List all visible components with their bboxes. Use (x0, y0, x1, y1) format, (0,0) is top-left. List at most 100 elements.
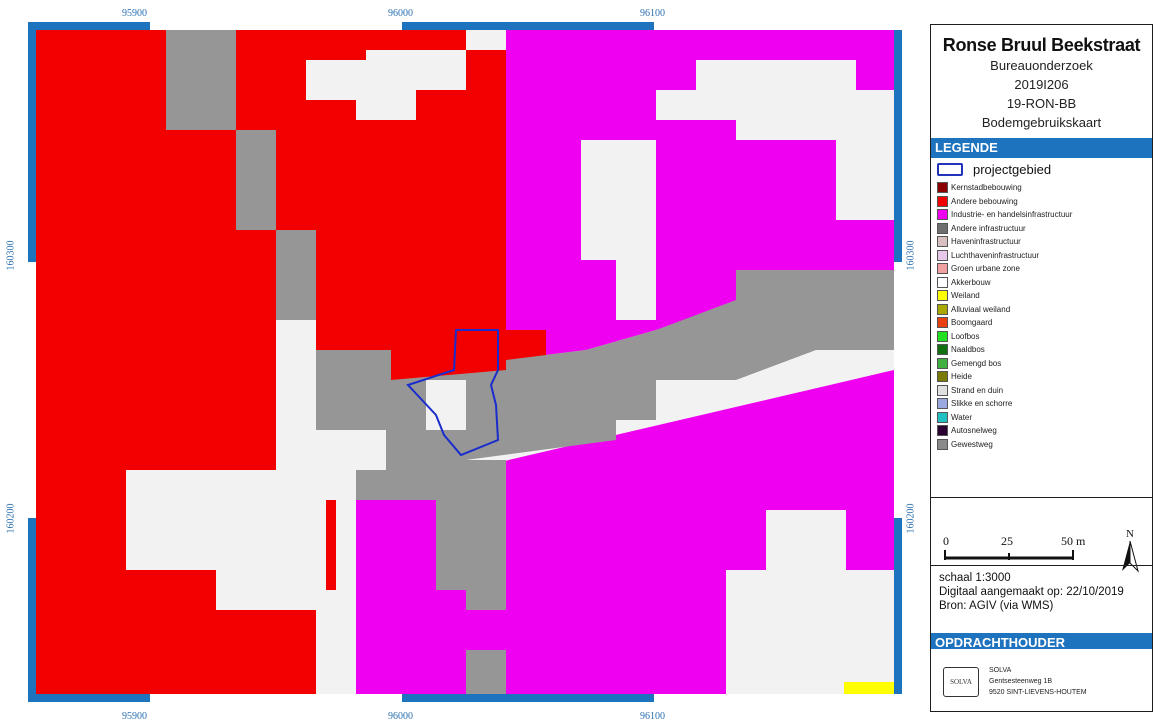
grid-label-y-left-1: 160300 (5, 240, 17, 271)
legend-item: Strand en duin (937, 384, 1146, 398)
legend-item: Naaldbos (937, 343, 1146, 357)
legend-item: Luchthaveninfrastructuur (937, 249, 1146, 263)
legend-item: Akkerbouw (937, 276, 1146, 290)
legend-swatch (937, 303, 948, 315)
legend-swatch (937, 438, 948, 450)
legend-label: Groen urbane zone (951, 264, 1020, 274)
scale-tick-25: 25 (1001, 534, 1013, 548)
divider (931, 497, 1152, 498)
legend-swatch (937, 344, 948, 356)
legend-label: Alluviaal weiland (951, 304, 1011, 314)
legend-label: Andere infrastructuur (951, 223, 1026, 233)
client-block: SOLVA SOLVA Gentsesteenweg 1B 9520 SINT-… (943, 665, 1087, 698)
grid-label-y-right-2: 160200 (905, 503, 917, 534)
legend-swatch (937, 371, 948, 383)
meta-block: schaal 1:3000 Digitaal aangemaakt op: 22… (939, 571, 1124, 613)
legend-item: Andere infrastructuur (937, 222, 1146, 236)
land-use-road-west (166, 30, 466, 500)
legend-label: Kernstadbebouwing (951, 183, 1022, 193)
scale-text: schaal 1:3000 (939, 572, 1011, 584)
legend-project-area: projectgebied (931, 158, 1152, 179)
legend-label: Andere bebouwing (951, 196, 1018, 206)
grid-label-x-top-1: 95900 (122, 8, 147, 19)
legend-label: Boomgaard (951, 318, 993, 328)
project-area-label: projectgebied (973, 162, 1052, 177)
legend-swatch (937, 411, 948, 423)
north-arrow-icon (1122, 540, 1139, 573)
legend-label: Weiland (951, 291, 980, 301)
legend-item: Kernstadbebouwing (937, 181, 1146, 195)
grid-label-y-left-2: 160200 (5, 503, 17, 534)
frame-segment (28, 262, 36, 518)
land-use-akker-se (726, 510, 894, 694)
client-name: SOLVA (989, 667, 1012, 674)
legend-label: Water (951, 412, 973, 422)
land-use-akker-east (581, 140, 656, 320)
legend-swatch (937, 398, 948, 410)
map-frame (28, 22, 902, 702)
frame-segment (150, 694, 402, 702)
legend-swatch (937, 384, 948, 396)
grid-label-x-bottom-1: 95900 (122, 711, 147, 722)
map-canvas[interactable] (36, 30, 894, 694)
legend-item: Gewestweg (937, 438, 1146, 452)
client-logo: SOLVA (943, 666, 979, 697)
client-heading: OPDRACHTHOUDER (931, 633, 1152, 650)
legend-item: Slikke en schorre (937, 397, 1146, 411)
project-area-outline[interactable] (406, 329, 500, 457)
frame-segment (654, 22, 902, 30)
scale-tick-50: 50 m (1061, 534, 1086, 548)
subtitle-line-4: Bodemgebruikskaart (981, 115, 1102, 130)
legend-label: Slikke en schorre (951, 399, 1013, 409)
legend-item: Groen urbane zone (937, 262, 1146, 276)
north-label: N (1126, 528, 1134, 540)
title-block: Ronse Bruul Beekstraat Bureauonderzoek 2… (931, 25, 1152, 132)
legend-swatch (937, 222, 948, 234)
legend-swatch (937, 330, 948, 342)
scale-bar: 0 25 50 m N (943, 528, 1139, 573)
land-use-akker-small (426, 380, 466, 430)
legend-item: Haveninfrastructuur (937, 235, 1146, 249)
legend-label: Gewestweg (951, 439, 993, 449)
client-city: 9520 SINT-LIEVENS-HOUTEM (989, 689, 1087, 696)
legend-item: Industrie- en handelsinfrastructuur (937, 208, 1146, 222)
legend-list: Kernstadbebouwing Andere bebouwing Industr… (931, 179, 1152, 451)
legend-heading: LEGENDE (931, 138, 1152, 158)
scale-tick-0: 0 (943, 534, 949, 548)
legend-item: Weiland (937, 289, 1146, 303)
legend-item: Loofbos (937, 330, 1146, 344)
legend-label: Industrie- en handelsinfrastructuur (951, 210, 1073, 220)
grid-label-x-bottom-3: 96100 (640, 711, 665, 722)
land-use-akker-north (306, 50, 466, 120)
legend-item: Alluviaal weiland (937, 303, 1146, 317)
legend-label: Autosnelweg (951, 426, 997, 436)
legend-swatch (937, 209, 948, 221)
legend-item: Autosnelweg (937, 424, 1146, 438)
client-address: SOLVA Gentsesteenweg 1B 9520 SINT-LIEVEN… (989, 665, 1087, 698)
legend-label: Haveninfrastructuur (951, 237, 1021, 247)
land-use-akker-ne (656, 60, 894, 220)
legend-label: Gemengd bos (951, 358, 1002, 368)
land-use-weiland (844, 682, 894, 694)
legend-item: Heide (937, 370, 1146, 384)
legend-swatch (937, 290, 948, 302)
map-title: Ronse Bruul Beekstraat (942, 35, 1141, 55)
frame-segment (654, 694, 902, 702)
scale-block: 0 25 50 m N (931, 493, 1152, 603)
subtitle-line-2: 2019I206 (1014, 77, 1069, 92)
legend-swatch (937, 182, 948, 194)
legend-item: Andere bebouwing (937, 195, 1146, 209)
legend-swatch (937, 195, 948, 207)
legend-swatch (937, 263, 948, 275)
legend-item: Boomgaard (937, 316, 1146, 330)
land-use-map[interactable] (36, 30, 894, 694)
frame-segment (150, 22, 402, 30)
legend-swatch (937, 357, 948, 369)
client-street: Gentsesteenweg 1B (989, 678, 1053, 685)
subtitle-line-1: Bureauonderzoek (990, 58, 1093, 73)
legend-item: Water (937, 411, 1146, 425)
legend-swatch (937, 317, 948, 329)
legend-label: Loofbos (951, 331, 980, 341)
legend-label: Akkerbouw (951, 277, 991, 287)
legend-label: Naaldbos (951, 345, 985, 355)
